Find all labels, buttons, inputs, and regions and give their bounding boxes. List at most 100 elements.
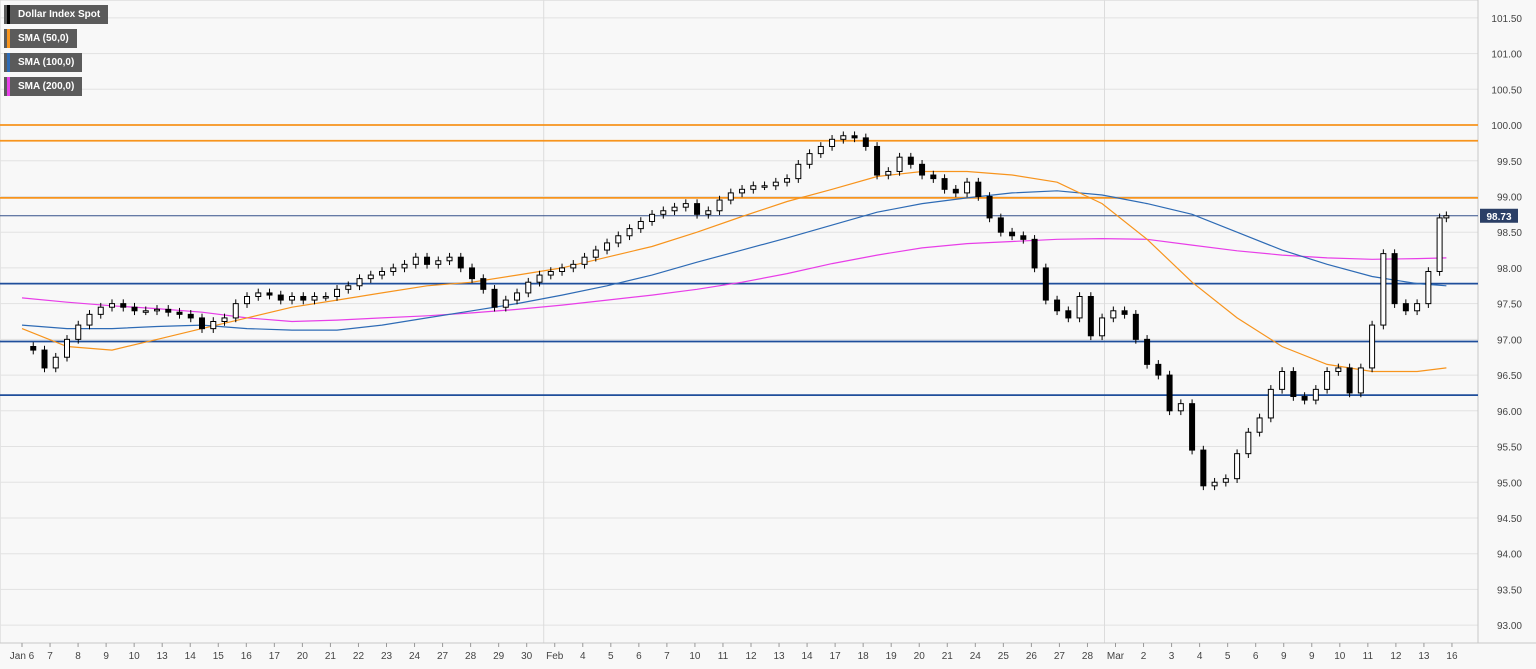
candle-down	[120, 303, 127, 308]
candle-up	[1222, 478, 1229, 483]
x-tick-label: 6	[636, 651, 642, 662]
legend-item-sma200[interactable]: SMA (200,0)	[4, 77, 83, 96]
x-tick-label: 27	[1054, 651, 1066, 662]
candle-down	[952, 188, 959, 194]
legend-label-price: Dollar Index Spot	[18, 9, 101, 20]
candle-up	[1099, 317, 1106, 337]
x-tick-label: 5	[1225, 651, 1231, 662]
candle-up	[964, 181, 971, 194]
candle-up	[817, 145, 824, 155]
x-tick-label: 25	[998, 651, 1010, 662]
candle-up	[1414, 303, 1421, 312]
candle-up	[514, 292, 521, 301]
candle-up	[221, 317, 228, 322]
candle-down	[300, 295, 307, 301]
legend-item-sma100[interactable]: SMA (100,0)	[4, 53, 83, 72]
legend-label-sma100: SMA (100,0)	[18, 57, 75, 68]
x-tick-label: 7	[47, 651, 53, 662]
candle-down	[1402, 303, 1409, 312]
candle-down	[851, 135, 858, 139]
candle-up	[739, 188, 746, 194]
candle-down	[1132, 313, 1139, 340]
candle-up	[289, 295, 296, 301]
legend-label-sma200: SMA (200,0)	[18, 81, 75, 92]
legend-swatch-sma100	[7, 53, 10, 72]
candle-up	[615, 235, 622, 244]
candle-up	[64, 338, 71, 358]
candle-down	[187, 313, 194, 319]
legend-label-sma50: SMA (50,0)	[18, 33, 69, 44]
sma50-line	[21, 170, 1447, 373]
x-tick-label: 29	[493, 651, 505, 662]
candle-down	[1054, 299, 1061, 312]
candle-up	[401, 263, 408, 269]
y-tick-label: 93.50	[1497, 585, 1522, 596]
candle-up	[1110, 310, 1117, 319]
candle-up	[154, 308, 161, 312]
candle-down	[997, 217, 1004, 233]
candle-up	[1211, 481, 1218, 487]
candle-up	[345, 285, 352, 290]
candle-up	[435, 260, 442, 265]
candle-up	[255, 292, 262, 297]
x-tick-label: 6	[1253, 651, 1259, 662]
candle-down	[1155, 363, 1162, 376]
candle-up	[1369, 324, 1376, 369]
candle-up	[97, 306, 104, 315]
candle-up	[1177, 403, 1184, 412]
x-tick-label: 4	[580, 651, 586, 662]
candle-up	[1425, 270, 1432, 305]
candle-up	[1357, 367, 1364, 394]
candle-up	[806, 153, 813, 165]
last-price-value: 98.73	[1486, 212, 1511, 223]
legend-item-price[interactable]: Dollar Index Spot	[4, 5, 109, 24]
candle-up	[379, 270, 386, 276]
candle-up	[1312, 388, 1319, 401]
candle-up	[750, 185, 757, 190]
y-tick-label: 98.50	[1497, 228, 1522, 239]
x-tick-label: 12	[745, 651, 757, 662]
x-tick-label: 17	[269, 651, 281, 662]
x-tick-label: 30	[521, 651, 533, 662]
x-tick-label: 28	[1082, 651, 1094, 662]
sma200-line	[21, 237, 1447, 323]
candle-up	[142, 310, 149, 313]
candle-down	[176, 311, 183, 315]
candle-down	[165, 308, 172, 313]
candle-up	[840, 135, 847, 140]
x-tick-label: 27	[437, 651, 449, 662]
candle-down	[1301, 396, 1308, 401]
candle-up	[784, 178, 791, 183]
x-tick-label: 13	[1418, 651, 1430, 662]
candle-down	[266, 292, 273, 296]
candle-down	[975, 181, 982, 197]
candle-down	[469, 267, 476, 280]
candle-down	[41, 349, 48, 369]
candle-down	[1121, 310, 1128, 315]
candle-up	[581, 256, 588, 265]
candle-up	[637, 220, 644, 230]
y-tick-label: 97.00	[1497, 335, 1522, 346]
candle-up	[525, 281, 532, 294]
candle-down	[30, 346, 37, 351]
candle-up	[570, 263, 577, 269]
candle-up	[1324, 371, 1331, 390]
candle-up	[390, 267, 397, 272]
candle-down	[1087, 295, 1094, 337]
y-tick-label: 95.50	[1497, 443, 1522, 454]
candle-up	[682, 203, 689, 208]
y-tick-label: 93.00	[1497, 621, 1522, 632]
x-tick-label: 9	[1281, 651, 1287, 662]
candle-up	[1267, 388, 1274, 419]
candle-up	[761, 185, 768, 188]
candle-up	[705, 210, 712, 215]
candle-down	[457, 256, 464, 269]
candle-down	[1020, 235, 1027, 240]
x-tick-label: 26	[1026, 651, 1038, 662]
candle-up	[795, 163, 802, 180]
x-tick-label: Feb	[546, 651, 564, 662]
candle-up	[536, 274, 543, 283]
candle-up	[896, 156, 903, 172]
legend-item-sma50[interactable]: SMA (50,0)	[4, 29, 77, 48]
